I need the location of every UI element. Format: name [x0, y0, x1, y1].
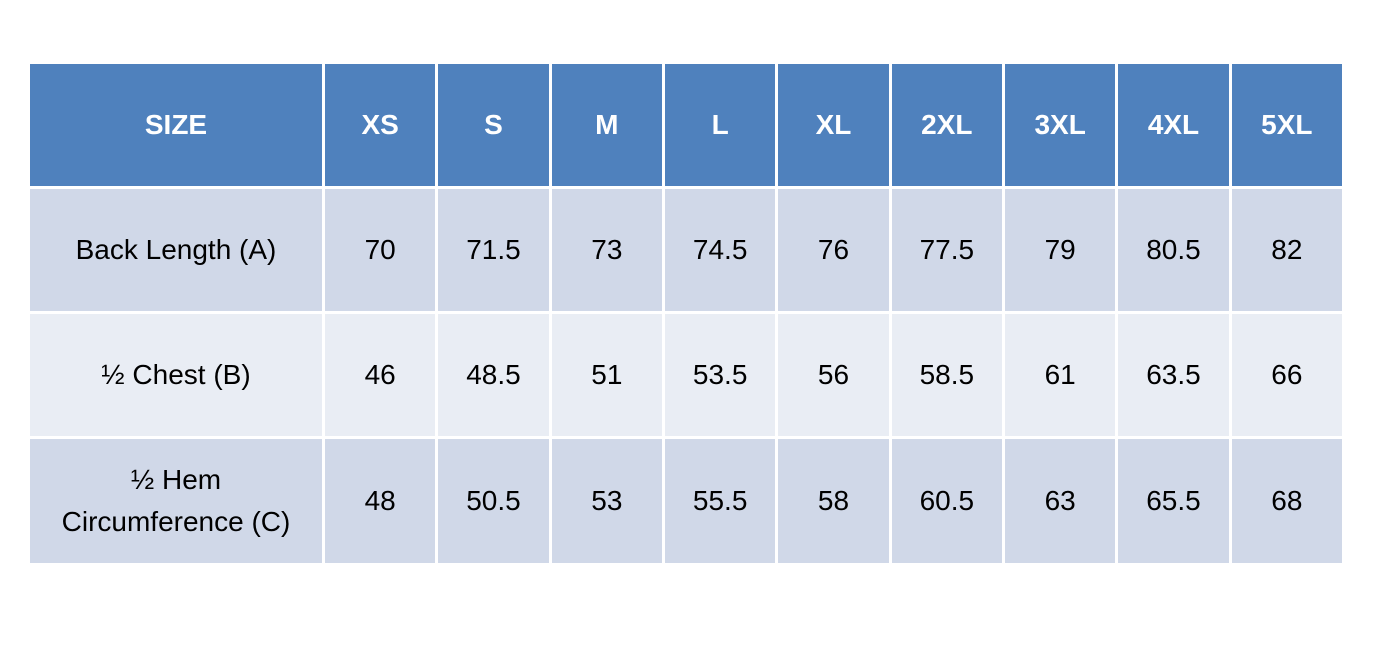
header-cell: XL — [778, 64, 889, 186]
value-cell: 63.5 — [1118, 314, 1229, 436]
value-cell: 53.5 — [665, 314, 776, 436]
header-cell: 5XL — [1231, 64, 1342, 186]
header-cell: 3XL — [1005, 64, 1116, 186]
value-cell: 46 — [325, 314, 436, 436]
value-cell: 51 — [551, 314, 662, 436]
value-cell: 50.5 — [438, 439, 549, 563]
value-cell: 79 — [1005, 189, 1116, 311]
value-cell: 58 — [778, 439, 889, 563]
value-cell: 80.5 — [1118, 189, 1229, 311]
row-label: Back Length (A) — [30, 189, 322, 311]
value-cell: 77.5 — [891, 189, 1002, 311]
size-table: SIZE XS S M L XL 2XL 3XL 4XL 5XL Back Length (A) 70… — [30, 64, 1342, 563]
value-cell: 82 — [1231, 189, 1342, 311]
header-cell: SIZE — [30, 64, 322, 186]
value-cell: 73 — [551, 189, 662, 311]
value-cell: 58.5 — [891, 314, 1002, 436]
value-cell: 66 — [1231, 314, 1342, 436]
value-cell: 48.5 — [438, 314, 549, 436]
value-cell: 56 — [778, 314, 889, 436]
header-cell: 2XL — [891, 64, 1002, 186]
header-cell: XS — [325, 64, 436, 186]
row-label: ½ Chest (B) — [30, 314, 322, 436]
value-cell: 68 — [1231, 439, 1342, 563]
header-cell: 4XL — [1118, 64, 1229, 186]
value-cell: 63 — [1005, 439, 1116, 563]
value-cell: 60.5 — [891, 439, 1002, 563]
value-cell: 70 — [325, 189, 436, 311]
value-cell: 48 — [325, 439, 436, 563]
header-cell: S — [438, 64, 549, 186]
value-cell: 74.5 — [665, 189, 776, 311]
value-cell: 76 — [778, 189, 889, 311]
value-cell: 53 — [551, 439, 662, 563]
header-cell: M — [551, 64, 662, 186]
value-cell: 71.5 — [438, 189, 549, 311]
value-cell: 61 — [1005, 314, 1116, 436]
row-label: ½ Hem Circumference (C) — [30, 439, 322, 563]
value-cell: 55.5 — [665, 439, 776, 563]
value-cell: 65.5 — [1118, 439, 1229, 563]
header-cell: L — [665, 64, 776, 186]
